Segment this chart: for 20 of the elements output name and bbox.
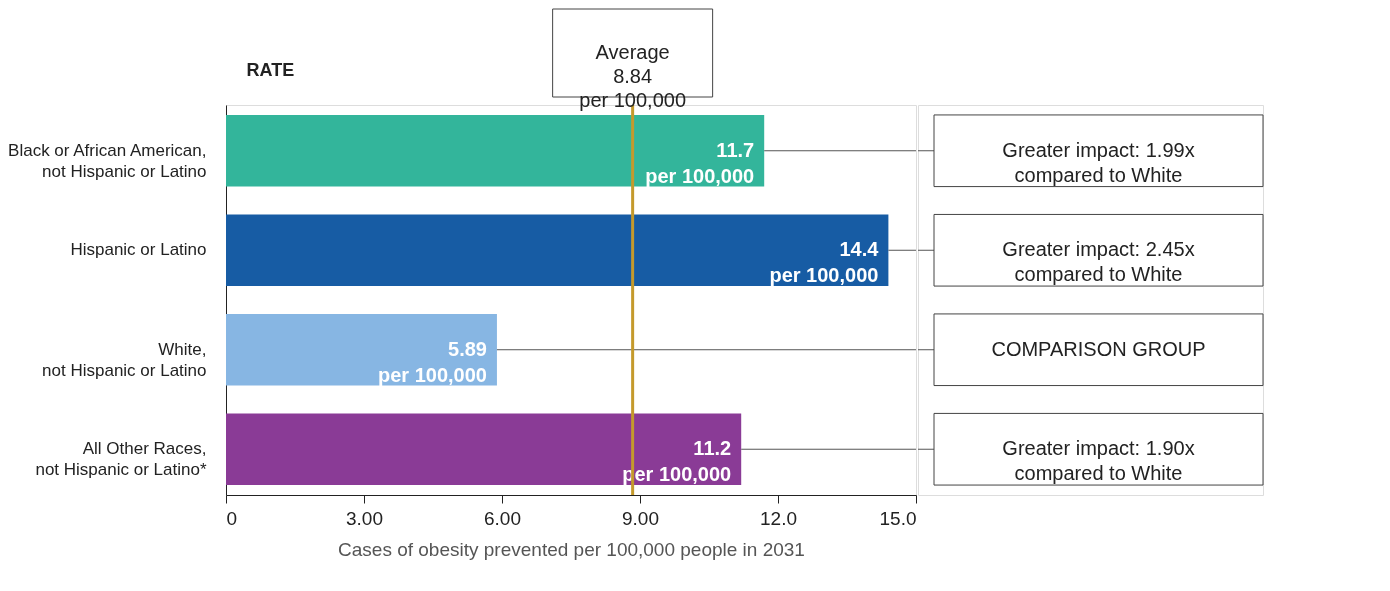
- x-tick-label: 15.0: [879, 507, 917, 529]
- text: Greater impact: 2.45x compared to White: [1002, 238, 1195, 286]
- x-tick-label: 12.0: [760, 507, 797, 529]
- data-label: 5.89 per 100,000: [377, 337, 487, 386]
- x-tick-label: 0: [226, 507, 238, 529]
- y-tick-label: Black or African American, not Hispanic or Latino: [8, 140, 207, 181]
- y-tick-label: Hispanic or Latino: [70, 240, 207, 260]
- text: Greater impact: 1.90x compared to White: [1002, 437, 1195, 485]
- data-label: 14.4 per 100,000: [769, 238, 880, 287]
- data-label: 11.7 per 100,000: [645, 138, 755, 187]
- ref-line-label: Average 8.84 per 100,000: [579, 41, 687, 111]
- x-tick-label: 6.00: [484, 507, 521, 529]
- text: COMPARISON GROUP: [991, 337, 1206, 360]
- x-tick-label: 3.00: [346, 507, 383, 529]
- y-tick-label: All Other Races, not Hispanic or Latino*: [35, 439, 207, 480]
- y-tick-label: White, not Hispanic or Latino: [42, 339, 207, 380]
- y-axis-title: RATE: [246, 59, 295, 80]
- x-axis-title: Cases of obesity prevented per 100,000 people in 2031: [338, 538, 805, 560]
- text: Greater impact: 1.99x compared to White: [1002, 138, 1195, 186]
- x-tick-label: 9.00: [622, 507, 659, 529]
